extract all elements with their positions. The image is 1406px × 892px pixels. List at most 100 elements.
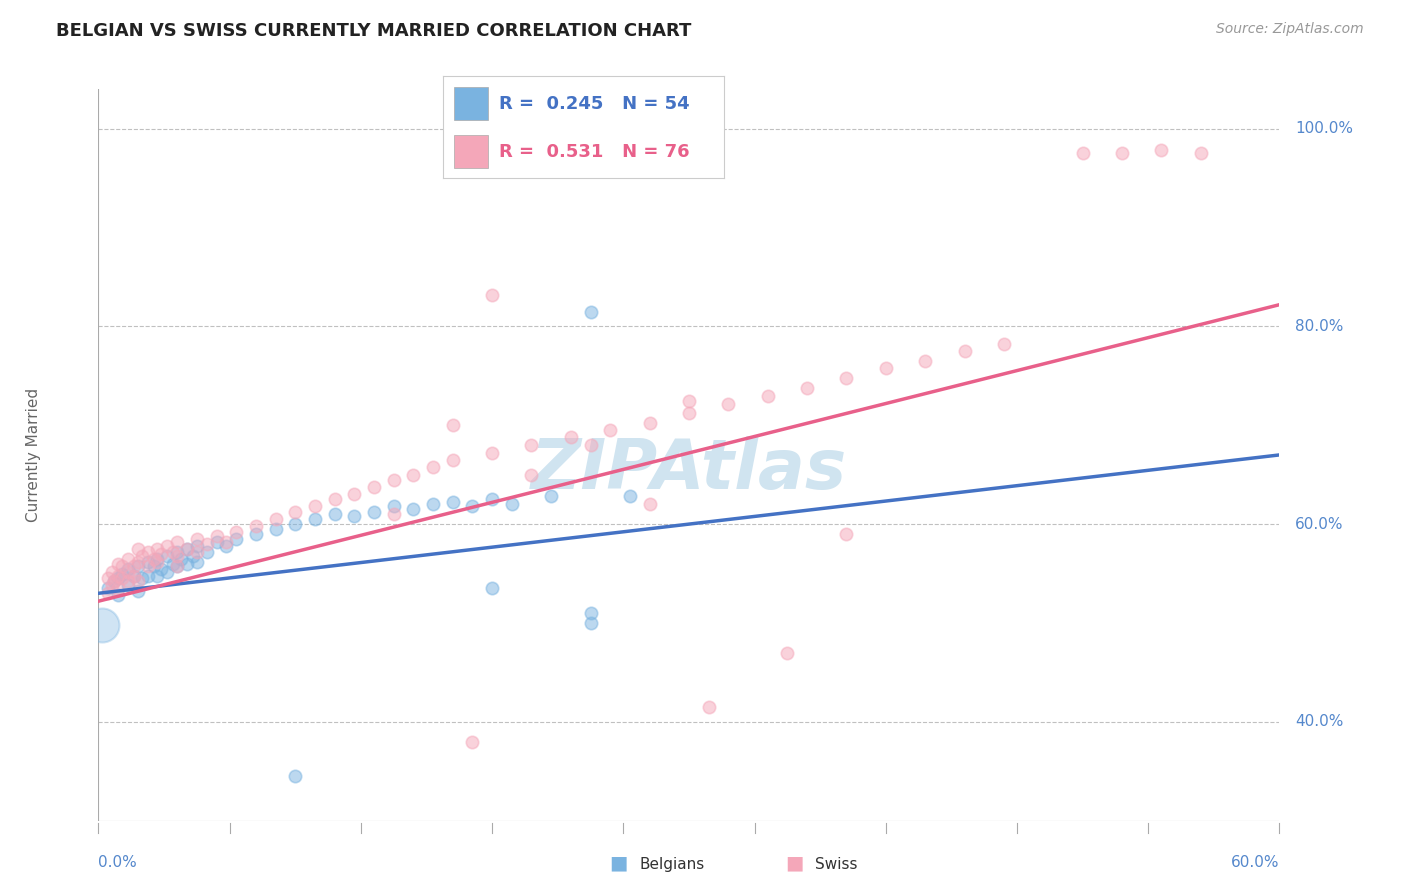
- Text: Swiss: Swiss: [815, 857, 858, 872]
- Point: [101, 565, 124, 579]
- Point: [638, 497, 661, 511]
- Point: [304, 512, 326, 526]
- Point: [284, 769, 307, 783]
- Point: [323, 507, 346, 521]
- Point: [422, 497, 444, 511]
- Point: [195, 537, 218, 551]
- Point: [1189, 146, 1212, 161]
- Point: [520, 438, 543, 452]
- Point: [166, 535, 188, 549]
- Point: [111, 558, 134, 573]
- Point: [579, 304, 602, 318]
- Point: [501, 497, 523, 511]
- Point: [97, 586, 120, 600]
- Point: [166, 545, 188, 559]
- Text: BELGIAN VS SWISS CURRENTLY MARRIED CORRELATION CHART: BELGIAN VS SWISS CURRENTLY MARRIED CORRE…: [56, 22, 692, 40]
- Point: [422, 459, 444, 474]
- Point: [122, 568, 145, 582]
- Point: [107, 588, 129, 602]
- Point: [264, 512, 287, 526]
- Point: [579, 438, 602, 452]
- Point: [122, 568, 145, 582]
- Point: [540, 490, 562, 504]
- Point: [796, 381, 818, 395]
- Point: [166, 558, 188, 573]
- Point: [323, 492, 346, 507]
- Point: [914, 354, 936, 368]
- Point: [993, 337, 1015, 351]
- Point: [697, 700, 720, 714]
- Point: [245, 519, 267, 533]
- Text: 80.0%: 80.0%: [1295, 319, 1344, 334]
- Point: [117, 561, 139, 575]
- Point: [835, 527, 858, 541]
- Point: [678, 406, 700, 420]
- Text: R =  0.245   N = 54: R = 0.245 N = 54: [499, 95, 690, 112]
- Point: [176, 541, 198, 556]
- Text: R =  0.531   N = 76: R = 0.531 N = 76: [499, 143, 690, 161]
- Point: [953, 344, 976, 359]
- Point: [186, 539, 208, 553]
- Text: Belgians: Belgians: [640, 857, 704, 872]
- Text: Currently Married: Currently Married: [25, 388, 41, 522]
- Point: [146, 555, 169, 569]
- Point: [304, 500, 326, 514]
- Point: [117, 578, 139, 592]
- Point: [215, 535, 238, 549]
- Point: [1071, 146, 1094, 161]
- Point: [481, 287, 503, 301]
- Point: [245, 527, 267, 541]
- Point: [1150, 144, 1173, 158]
- Point: [461, 500, 484, 514]
- Point: [195, 545, 218, 559]
- FancyBboxPatch shape: [454, 87, 488, 120]
- Point: [127, 558, 149, 573]
- Point: [225, 532, 247, 546]
- Point: [131, 549, 153, 563]
- Point: [579, 606, 602, 620]
- Point: [97, 582, 120, 596]
- Point: [107, 582, 129, 596]
- Point: [343, 487, 366, 501]
- Point: [481, 446, 503, 460]
- Text: ZIPAtlas: ZIPAtlas: [531, 436, 846, 503]
- Point: [156, 539, 179, 553]
- Point: [264, 522, 287, 536]
- Point: [142, 558, 165, 573]
- Point: [225, 524, 247, 539]
- Point: [402, 467, 425, 482]
- Text: ■: ■: [609, 854, 628, 872]
- Point: [1111, 146, 1133, 161]
- Point: [717, 396, 740, 410]
- Point: [170, 551, 193, 566]
- Point: [402, 502, 425, 516]
- Point: [122, 558, 145, 573]
- Point: [599, 423, 621, 437]
- FancyBboxPatch shape: [454, 136, 488, 168]
- Point: [117, 565, 139, 579]
- Point: [136, 545, 159, 559]
- Point: [97, 572, 120, 586]
- Point: [181, 549, 204, 563]
- Point: [150, 561, 173, 575]
- Point: [176, 541, 198, 556]
- Point: [156, 565, 179, 579]
- Text: 60.0%: 60.0%: [1295, 516, 1344, 532]
- Point: [186, 545, 208, 559]
- Point: [166, 549, 188, 563]
- Text: 40.0%: 40.0%: [1295, 714, 1344, 730]
- Point: [835, 371, 858, 385]
- Point: [131, 572, 153, 586]
- Point: [111, 572, 134, 586]
- Point: [441, 418, 464, 433]
- Point: [117, 574, 139, 589]
- Point: [619, 490, 641, 504]
- Text: ■: ■: [785, 854, 804, 872]
- Point: [111, 566, 134, 581]
- Point: [142, 551, 165, 566]
- Point: [382, 500, 405, 514]
- Text: Source: ZipAtlas.com: Source: ZipAtlas.com: [1216, 22, 1364, 37]
- Point: [103, 574, 125, 589]
- Point: [136, 555, 159, 569]
- Point: [150, 547, 173, 561]
